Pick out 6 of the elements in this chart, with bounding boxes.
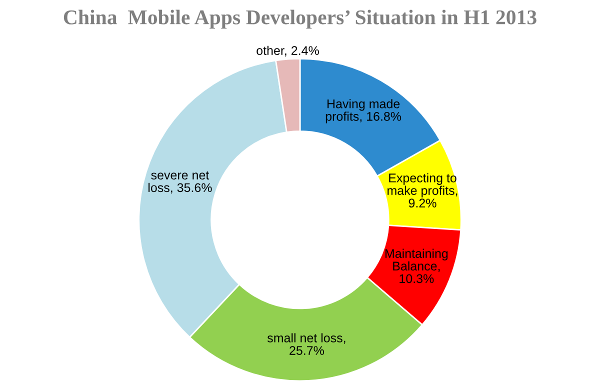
slice-label: Having made profits, 16.8%	[326, 99, 402, 124]
slice-label: small net loss, 25.7%	[267, 333, 346, 355]
slice-label: other, 2.4%	[256, 46, 319, 56]
slice-label: Maintaining Balance, 10.3%	[385, 248, 448, 284]
chart-title: China Mobile Apps Developers’ Situation in H1 2013	[64, 10, 536, 29]
slice-label: severe net loss, 35.6%	[148, 171, 212, 194]
